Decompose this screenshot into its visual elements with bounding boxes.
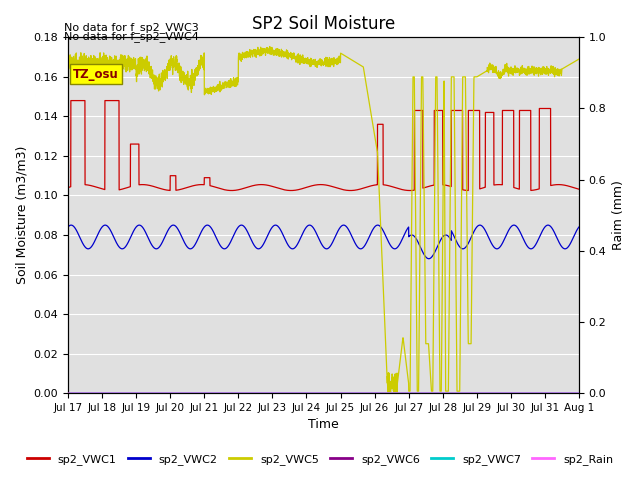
Y-axis label: Soil Moisture (m3/m3): Soil Moisture (m3/m3) (15, 146, 28, 285)
Y-axis label: Raim (mm): Raim (mm) (612, 180, 625, 250)
Legend: sp2_VWC1, sp2_VWC2, sp2_VWC5, sp2_VWC6, sp2_VWC7, sp2_Rain: sp2_VWC1, sp2_VWC2, sp2_VWC5, sp2_VWC6, … (22, 450, 618, 469)
Text: No data for f_sp2_VWC3: No data for f_sp2_VWC3 (64, 22, 199, 33)
Text: No data for f_sp2_VWC4: No data for f_sp2_VWC4 (64, 31, 199, 42)
Text: TZ_osu: TZ_osu (73, 68, 119, 81)
Title: SP2 Soil Moisture: SP2 Soil Moisture (252, 15, 395, 33)
X-axis label: Time: Time (308, 419, 339, 432)
